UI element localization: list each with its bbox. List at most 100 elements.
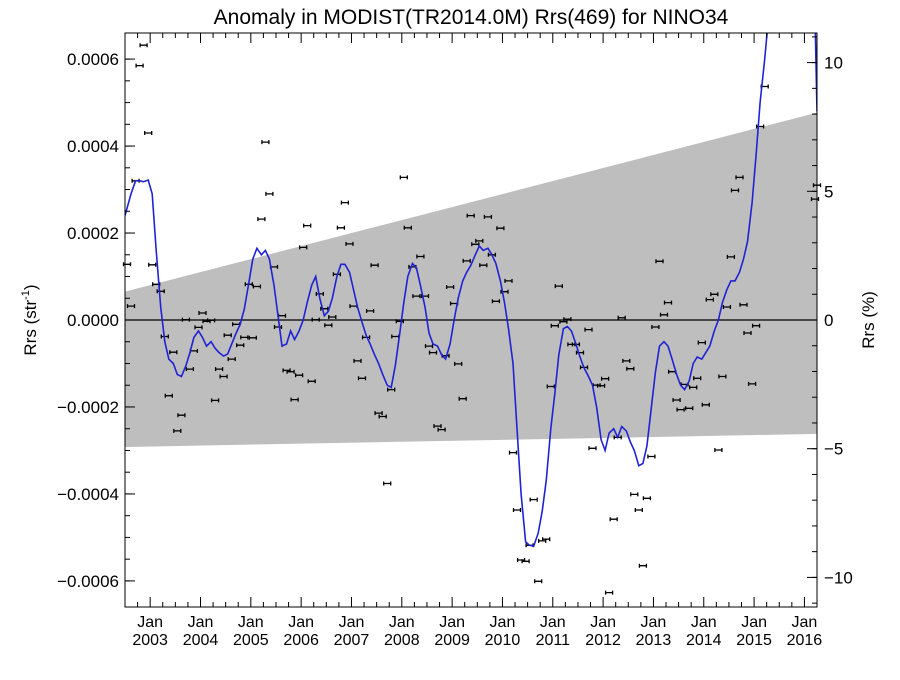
data-point [299,245,308,250]
data-point [693,376,702,381]
data-point [726,254,736,259]
data-point [223,333,232,338]
y-axis-left-label-sup: -1 [20,290,32,300]
y-left-tick-label: 0.0004 [67,137,119,156]
data-point [584,327,593,332]
x-tick-year-label: 2009 [434,632,470,649]
y-right-tick-label: 5 [824,182,833,201]
confidence-band [125,112,817,447]
data-point [542,537,551,542]
data-point [240,335,249,340]
data-point [181,317,191,322]
data-point [743,331,752,335]
data-point [588,446,597,451]
y-axis-left-label-text: Rrs (str [21,300,40,356]
data-point [701,402,710,407]
data-point [445,285,455,289]
x-tick-year-label: 2014 [686,632,722,649]
data-point [521,559,530,564]
data-point [286,369,295,374]
x-tick-month-label: Jan [741,614,767,631]
y-axis-right-label: Rrs (%) [859,291,878,349]
y-right-tick-label: 0 [824,311,833,330]
data-point [383,481,392,486]
data-point [433,424,442,429]
data-point [265,191,274,196]
data-point [651,325,660,329]
data-point [248,335,257,340]
data-point [483,214,493,219]
x-tick-year-label: 2003 [132,632,168,649]
data-point [563,317,572,322]
data-point [714,448,723,452]
data-point [466,213,475,218]
data-point [219,374,228,379]
data-point [508,450,518,455]
data-point [164,393,173,398]
y-left-tick-label: −0.0006 [57,572,119,591]
data-point [307,379,316,384]
x-tick-month-label: Jan [288,614,314,631]
y-right-tick-label: −10 [824,568,853,587]
x-axis: Jan2003Jan2004Jan2005Jan2006Jan2007Jan20… [124,33,822,649]
data-point [194,325,203,330]
data-point [437,427,446,432]
data-point [512,508,522,512]
data-point [575,350,585,355]
data-point [604,590,614,595]
data-point [148,262,157,267]
data-point [622,358,631,363]
x-tick-month-label: Jan [188,614,214,631]
data-point [596,383,606,388]
data-point [642,496,652,501]
data-point [144,131,153,135]
data-point [340,200,350,205]
data-point [534,579,543,584]
data-point [403,225,412,230]
data-point [210,398,220,403]
data-point [546,384,555,389]
data-point [424,344,434,349]
y-right-tick-label: −5 [824,440,843,459]
data-point [739,302,748,307]
data-point [135,63,144,68]
data-point [206,318,216,323]
y-left-tick-label: 0.0006 [67,50,119,69]
y-axis-left-label-close: ) [21,284,40,290]
data-point [554,284,563,289]
data-point [735,175,744,180]
y-left-tick-label: 0.0002 [67,224,119,243]
y-left-tick-label: 0.0000 [67,311,119,330]
data-point [617,315,626,320]
x-tick-month-label: Jan [540,614,566,631]
data-point [689,385,698,390]
data-point [252,284,262,289]
y-left-tick-label: −0.0004 [57,485,119,504]
data-point [685,406,694,411]
x-tick-month-label: Jan [590,614,616,631]
data-point [718,374,727,379]
x-tick-year-label: 2013 [636,632,672,649]
data-point [479,263,488,268]
data-point [600,376,610,381]
y-axis-right: 10 5 0 −5 −10 [807,36,853,604]
data-point [294,373,304,378]
x-tick-month-label: Jan [389,614,415,631]
x-tick-year-label: 2011 [536,632,571,649]
data-point [303,223,312,228]
data-point [357,376,367,381]
y-left-tick-label: −0.0002 [57,398,119,417]
x-tick-year-label: 2015 [736,632,772,649]
data-point [634,508,643,512]
x-tick-month-label: Jan [137,614,163,631]
data-point [710,292,719,297]
data-point [324,323,333,328]
data-point [227,357,236,362]
data-point [361,335,371,340]
data-point [475,238,484,243]
chart-title: Anomaly in MODIST(TR2014.0M) Rrs(469) fo… [214,6,729,29]
smoothed-anomaly-line [125,33,817,548]
data-point [311,317,320,322]
data-point [257,217,266,222]
data-point [365,308,375,313]
